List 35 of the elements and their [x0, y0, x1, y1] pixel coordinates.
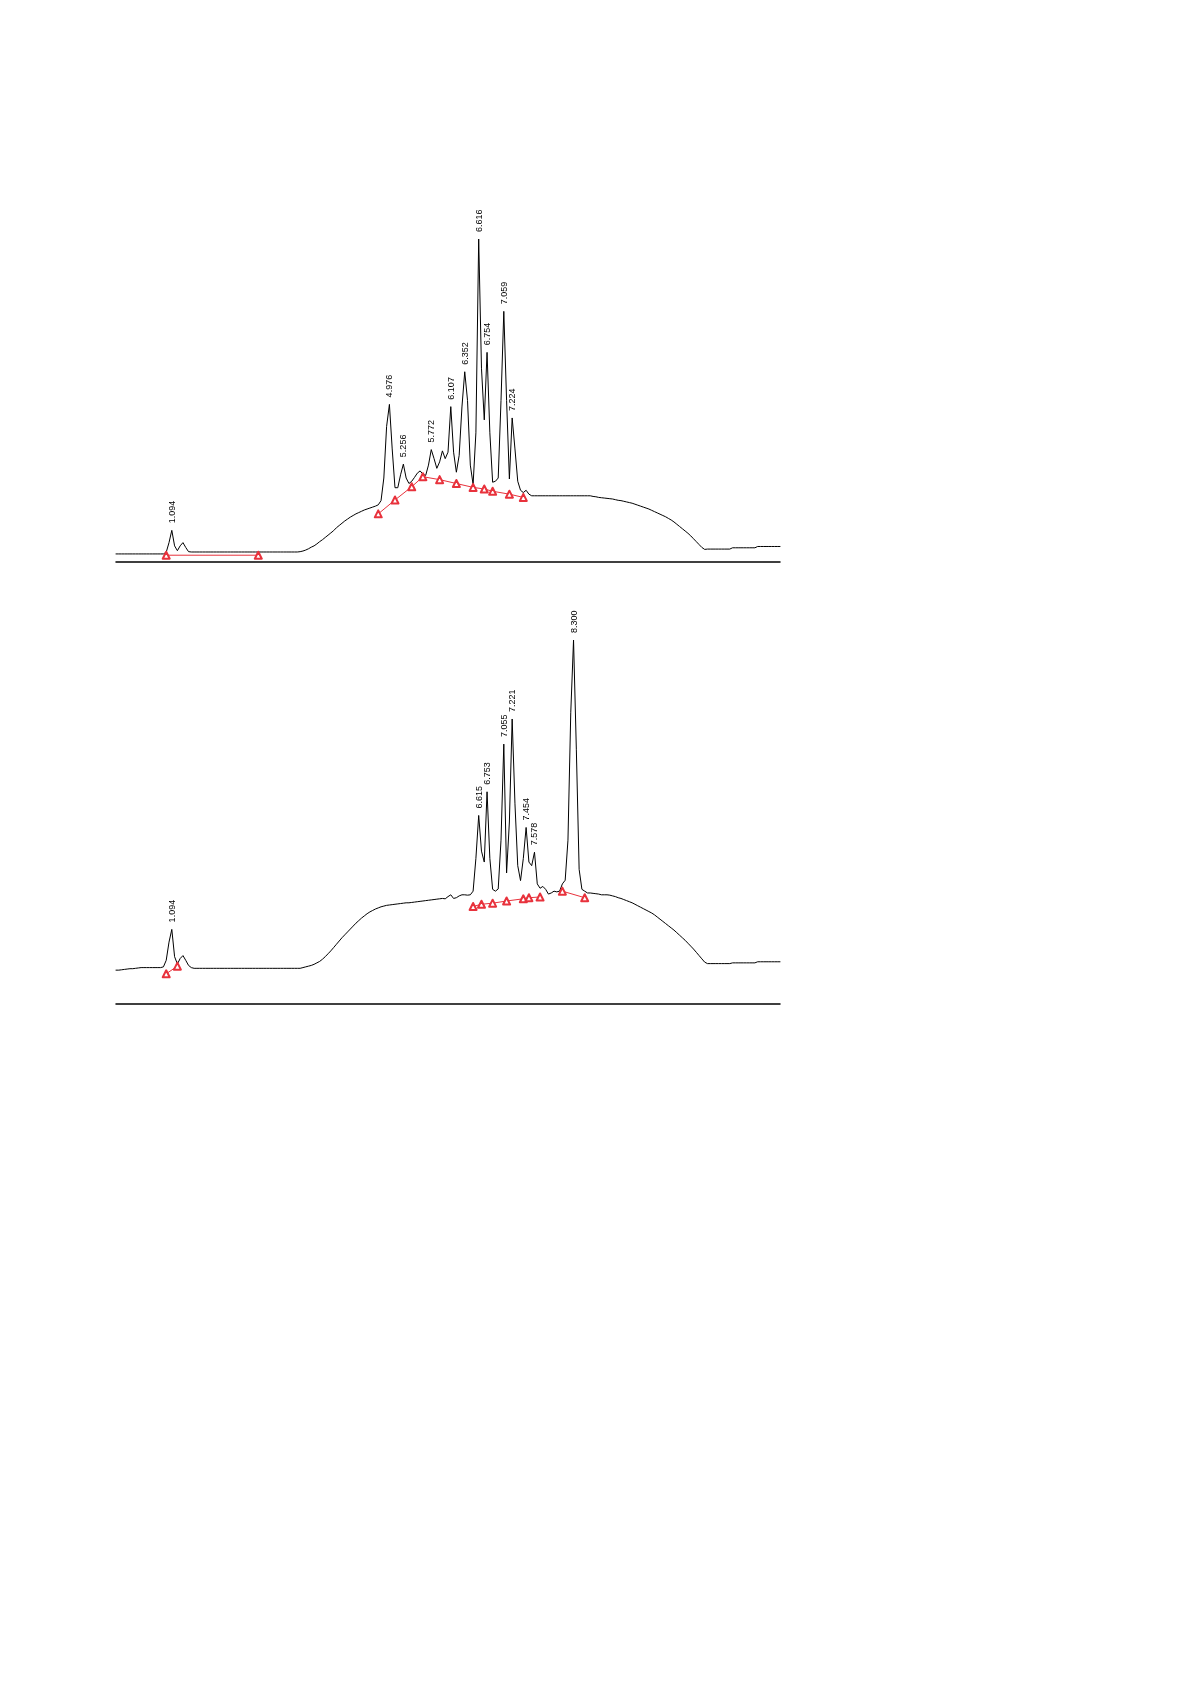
annotation: 1.094	[166, 500, 177, 524]
annotation: 1.094	[166, 899, 177, 923]
point	[451, 479, 461, 489]
point	[468, 482, 478, 492]
annotation: 5.772	[426, 420, 437, 443]
point	[435, 475, 445, 485]
annotation: 8.300	[568, 610, 579, 633]
point	[488, 486, 498, 496]
annotation: 7.454	[521, 797, 532, 821]
annotation: 6.107	[445, 377, 456, 400]
point	[518, 492, 528, 502]
annotation: 6.352	[459, 342, 470, 365]
annotation: 7.221	[507, 689, 518, 712]
point	[502, 896, 512, 906]
annotation: 6.753	[482, 762, 493, 785]
annotation: 5.256	[398, 434, 409, 458]
point	[488, 898, 498, 908]
point	[524, 893, 534, 903]
annotation: 6.615	[473, 785, 484, 809]
point	[504, 489, 514, 499]
annotation: 6.754	[482, 322, 493, 346]
annotation: 7.059	[498, 281, 509, 305]
point	[407, 482, 417, 492]
annotation: 6.616	[473, 209, 484, 232]
annotation: 7.224	[507, 388, 518, 411]
point	[479, 484, 489, 494]
annotation: 4.976	[384, 374, 395, 398]
point	[390, 495, 400, 505]
point	[468, 901, 478, 911]
annotation: 7.055	[498, 714, 509, 738]
point	[373, 509, 383, 519]
point	[418, 472, 428, 482]
point	[535, 892, 545, 902]
point	[476, 899, 486, 909]
annotation: 7.578	[529, 822, 540, 846]
